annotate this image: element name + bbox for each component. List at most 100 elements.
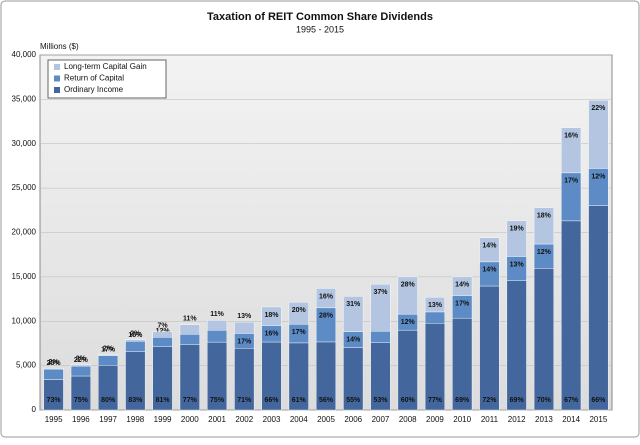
segment-label: 72%	[482, 397, 497, 404]
segment-label: 25%	[47, 360, 62, 367]
x-tick-label: 2005	[317, 415, 335, 424]
segment-label: 17%	[292, 329, 307, 336]
segment-label: 2%	[103, 345, 114, 352]
x-tick-label: 1999	[154, 415, 172, 424]
segment-label: 17%	[101, 347, 116, 354]
segment-label: 16%	[265, 330, 280, 337]
segment-label: 18%	[265, 312, 280, 319]
y-tick-label: 10,000	[12, 316, 37, 325]
bar-segment	[43, 368, 64, 380]
x-tick-label: 1997	[99, 415, 117, 424]
y-tick-label: 25,000	[12, 183, 37, 192]
x-tick-label: 2008	[399, 415, 417, 424]
segment-label: 14%	[482, 267, 497, 274]
x-tick-label: 2007	[372, 415, 390, 424]
bar-segment	[152, 331, 173, 338]
segment-label: 77%	[428, 397, 443, 404]
segment-label: 2%	[49, 359, 60, 366]
y-tick-label: 40,000	[12, 50, 37, 59]
y-tick-label: 5,000	[16, 361, 37, 370]
y-tick-label: 20,000	[12, 228, 37, 237]
segment-label: 66%	[591, 397, 606, 404]
bar-segment	[70, 375, 91, 411]
bar-segment	[315, 288, 337, 309]
bar-segment	[152, 337, 173, 347]
bar-segment	[424, 297, 445, 313]
bar-segment	[424, 311, 445, 324]
legend-label: Return of Capital	[64, 74, 124, 83]
bar-segment	[506, 220, 527, 257]
bar-segment	[479, 285, 500, 411]
y-tick-label: 30,000	[12, 139, 37, 148]
bar-segment	[343, 296, 364, 332]
bar-segment	[43, 368, 64, 370]
segment-label: 12%	[537, 249, 552, 256]
x-tick-label: 1996	[72, 415, 90, 424]
chart-subtitle: 1995 - 2015	[296, 24, 344, 34]
bar-segment	[397, 276, 418, 315]
segment-label: 31%	[346, 301, 361, 308]
segment-label: 28%	[401, 282, 416, 289]
segment-label: 66%	[265, 397, 280, 404]
x-tick-label: 2006	[344, 415, 362, 424]
bar-segment	[506, 256, 527, 281]
segment-label: 11%	[210, 311, 224, 318]
bar-segment	[561, 127, 582, 174]
segment-label: 77%	[183, 397, 198, 404]
segment-label: 12%	[401, 319, 416, 326]
bar-segment	[70, 364, 91, 367]
bar-segment	[234, 321, 255, 334]
segment-label: 37%	[373, 289, 388, 296]
segment-label: 83%	[128, 397, 143, 404]
segment-label: 13%	[237, 313, 252, 320]
y-tick-label: 0	[32, 405, 37, 414]
legend-swatch	[54, 87, 60, 93]
x-tick-label: 2000	[181, 415, 199, 424]
bar-segment	[561, 220, 582, 411]
segment-label: 60%	[401, 397, 416, 404]
bar-segment	[98, 354, 119, 356]
segment-label: 22%	[74, 357, 89, 364]
segment-label: 73%	[47, 397, 62, 404]
bar-segment	[288, 301, 309, 325]
segment-label: 14%	[455, 282, 470, 289]
y-tick-label: 15,000	[12, 272, 37, 281]
bar-segment	[533, 207, 554, 245]
segment-label: 71%	[237, 397, 252, 404]
x-tick-label: 2004	[290, 415, 308, 424]
x-tick-label: 2003	[263, 415, 281, 424]
x-tick-label: 2010	[453, 415, 471, 424]
segment-label: 15%	[128, 332, 143, 339]
plot: 0 5,000 10,000 15,000 20,000 25,000 30,000 35,0…	[12, 50, 612, 424]
segment-label: 69%	[455, 397, 470, 404]
legend-swatch	[54, 64, 60, 70]
segment-label: 56%	[319, 397, 334, 404]
segment-label: 3%	[76, 356, 87, 363]
segment-label: 16%	[564, 133, 579, 140]
segment-label: 13%	[428, 302, 443, 309]
segment-label: 70%	[537, 397, 552, 404]
segment-label: 20%	[292, 307, 307, 314]
segment-label: 12%	[591, 173, 606, 180]
x-tick-label: 1995	[45, 415, 63, 424]
bar-segment	[452, 276, 473, 296]
chart-title: Taxation of REIT Common Share Dividends	[207, 11, 433, 23]
segment-label: 75%	[210, 397, 225, 404]
segment-label: 81%	[156, 397, 171, 404]
bar-segment	[533, 243, 554, 269]
bar-segment	[479, 237, 500, 263]
bar-segment	[533, 268, 554, 411]
segment-label: 28%	[319, 313, 334, 320]
segment-label: 14%	[482, 243, 497, 250]
legend-items: Long-term Capital Gain Return of Capital O…	[54, 62, 147, 94]
segment-label: 7%	[158, 323, 169, 330]
x-tick-label: 2012	[508, 415, 526, 424]
x-tick-label: 2015	[589, 415, 607, 424]
legend-label: Long-term Capital Gain	[64, 62, 147, 71]
segment-label: 80%	[101, 397, 116, 404]
bar-segment	[125, 339, 146, 342]
segment-label: 22%	[591, 105, 606, 112]
bar-segment	[207, 330, 228, 343]
y-tick-label: 35,000	[12, 94, 37, 103]
